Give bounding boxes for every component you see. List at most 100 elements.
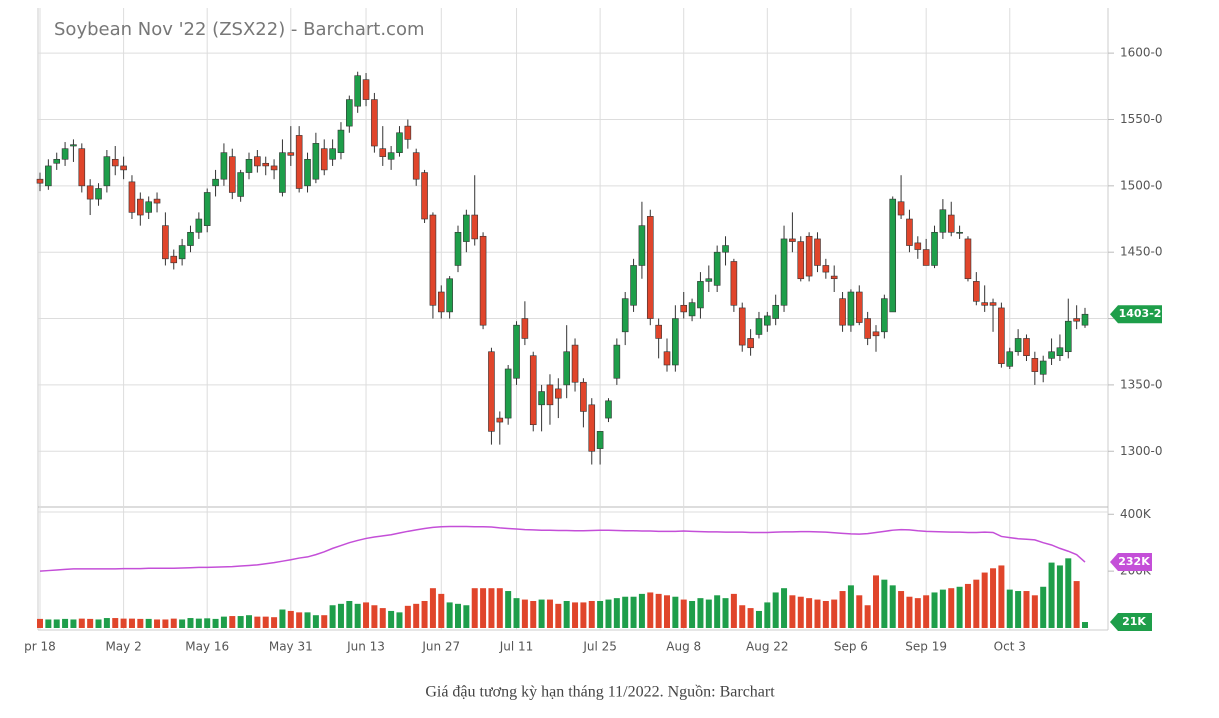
candle-body: [839, 298, 846, 326]
candle-body: [61, 148, 69, 160]
volume-bar: [1056, 565, 1063, 628]
y-tick-label: 1500-0: [1120, 178, 1163, 192]
x-tick-label: Oct 3: [994, 640, 1026, 654]
candle-body: [463, 214, 470, 242]
x-tick-label: Jun 13: [346, 640, 385, 654]
candle-body: [1073, 318, 1080, 322]
volume-bar: [705, 599, 712, 628]
candle-body: [128, 181, 136, 213]
candle-body: [287, 152, 295, 156]
candle-body: [220, 152, 228, 180]
volume-bar: [371, 605, 378, 628]
volume-bar: [354, 603, 361, 628]
volume-bar: [697, 598, 704, 628]
volume-bar: [588, 600, 595, 628]
candle-body: [906, 218, 913, 246]
candle-body: [663, 351, 671, 366]
volume-bar: [789, 595, 796, 628]
candle-body: [170, 255, 178, 264]
volume-bar: [287, 610, 294, 628]
volume-bar: [847, 585, 854, 628]
volume-bar: [45, 619, 52, 628]
volume-bar: [647, 592, 654, 628]
volume-bar: [404, 605, 411, 628]
candle-body: [53, 158, 61, 164]
volume-bar: [212, 618, 219, 628]
x-tick-label: pr 18: [24, 640, 56, 654]
volume-bar: [162, 619, 169, 628]
candle-body: [262, 162, 270, 167]
candle-body: [270, 165, 278, 171]
grid: [38, 8, 1114, 630]
candle-body: [989, 302, 997, 306]
x-tick-label: Jul 25: [582, 640, 617, 654]
volume-bar: [262, 616, 269, 628]
volume-bar: [187, 618, 194, 628]
volume-bar: [53, 619, 60, 628]
volume-bar: [873, 575, 879, 628]
y-tick-label: 400K: [1120, 507, 1152, 521]
volume-bar: [563, 600, 570, 628]
candle-body: [454, 231, 462, 266]
candle-body: [621, 298, 629, 333]
candle-body: [396, 132, 403, 153]
volume-bar: [396, 612, 403, 628]
volume-bar: [279, 609, 286, 628]
volume-bar: [87, 618, 94, 628]
volume-bar: [128, 618, 135, 628]
candle-body: [1039, 360, 1047, 375]
volume-bar: [998, 565, 1005, 628]
volume-bar: [78, 618, 85, 628]
candle-body: [513, 324, 520, 379]
candle-body: [237, 172, 244, 197]
volume-bar: [538, 599, 545, 628]
candle-body: [855, 291, 863, 323]
x-tick-label: Aug 8: [666, 640, 701, 654]
candle-body: [546, 384, 554, 406]
value-badge: [1110, 613, 1152, 632]
volume-bar: [321, 615, 328, 628]
volume-bar: [546, 599, 553, 628]
volume-bar: [145, 618, 152, 628]
y-tick-label: 1300-0: [1120, 444, 1163, 458]
x-tick-label: Aug 22: [746, 640, 789, 654]
candle-body: [379, 148, 387, 157]
volume-bar: [605, 599, 612, 628]
marks: [36, 71, 1089, 628]
candle-body: [412, 152, 420, 180]
candle-body: [830, 275, 838, 280]
open-interest-line: [39, 525, 1086, 572]
candle-body: [713, 251, 721, 286]
candle-body: [254, 156, 261, 167]
candle-body: [605, 400, 612, 419]
candle-body: [70, 144, 77, 147]
volume-bar: [781, 588, 788, 628]
volume-bar: [822, 600, 829, 628]
candle-body: [120, 165, 127, 171]
volume-bar: [312, 615, 319, 628]
candle-body: [881, 298, 888, 333]
x-tick-label: May 31: [269, 640, 313, 654]
volume-bar: [555, 603, 562, 628]
candle-body: [914, 242, 922, 250]
candle-body: [471, 214, 479, 240]
candle-body: [864, 318, 871, 339]
volume-bar: [613, 598, 620, 628]
volume-bar: [229, 616, 236, 628]
candle-body: [295, 135, 303, 189]
volume-bar: [254, 616, 261, 628]
y-tick-label: 1350-0: [1120, 377, 1163, 391]
candle-body: [304, 158, 311, 187]
volume-bar: [981, 572, 988, 628]
volume-bar: [580, 602, 587, 628]
candle-body: [36, 178, 44, 184]
volume-bar: [438, 593, 445, 628]
candle-body: [446, 278, 453, 313]
candle-body: [1023, 338, 1030, 357]
volume-bar: [329, 605, 336, 628]
volume-bar: [1015, 591, 1022, 628]
volume-bar: [797, 596, 804, 628]
volume-bar: [1006, 589, 1013, 628]
candle-body: [889, 198, 897, 313]
